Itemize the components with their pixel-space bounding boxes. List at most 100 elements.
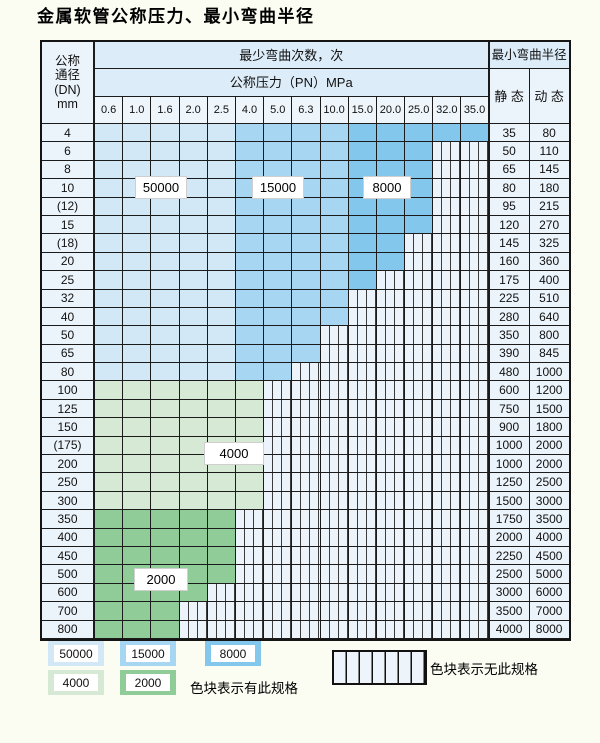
spec-unavailable-cell bbox=[348, 289, 377, 308]
dn-header-line: (DN) bbox=[54, 82, 81, 97]
spec-available-cell bbox=[123, 418, 152, 437]
legend-swatch-label: 4000 bbox=[54, 674, 98, 691]
spec-unavailable-cell bbox=[207, 620, 236, 639]
spec-available-cell bbox=[123, 234, 152, 253]
spec-unavailable-cell bbox=[461, 620, 490, 639]
spec-available-cell bbox=[123, 546, 152, 566]
spec-available-cell bbox=[320, 124, 349, 143]
dynamic-radius-cell: 3500 bbox=[529, 510, 569, 529]
spec-available-cell bbox=[235, 142, 265, 161]
spec-unavailable-cell bbox=[264, 381, 293, 400]
spec-available-cell bbox=[264, 363, 293, 382]
dn-cell: 300 bbox=[42, 491, 95, 511]
spec-available-cell bbox=[179, 307, 208, 327]
spec-available-cell bbox=[123, 344, 152, 364]
dn-cell: 200 bbox=[42, 455, 95, 474]
spec-unavailable-cell bbox=[207, 583, 236, 603]
dn-header-line: 通径 bbox=[54, 68, 80, 82]
spec-available-cell bbox=[292, 124, 321, 143]
pressure-tick: 2.5 bbox=[207, 97, 236, 124]
pressure-title: 公称压力（PN）MPa bbox=[95, 69, 490, 97]
spec-unavailable-cell bbox=[235, 546, 265, 566]
spec-unavailable-cell bbox=[292, 510, 321, 529]
spec-available-cell bbox=[207, 528, 236, 547]
static-radius-cell: 1000 bbox=[489, 455, 530, 474]
spec-available-cell bbox=[95, 528, 124, 547]
spec-available-cell bbox=[95, 436, 124, 456]
spec-unavailable-cell bbox=[292, 436, 321, 456]
dynamic-radius-cell: 5000 bbox=[529, 565, 569, 584]
spec-available-cell bbox=[348, 124, 377, 143]
spec-available-cell bbox=[123, 142, 152, 161]
dn-header-line: mm bbox=[57, 97, 78, 111]
spec-available-cell bbox=[95, 546, 124, 566]
spec-available-cell bbox=[264, 142, 293, 161]
spec-available-cell bbox=[207, 142, 236, 161]
spec-unavailable-cell bbox=[320, 418, 349, 437]
spec-unavailable-cell bbox=[320, 491, 349, 511]
legend-swatch-8000: 8000 bbox=[205, 641, 261, 666]
pressure-tick: 35.0 bbox=[461, 97, 490, 124]
spec-available-cell bbox=[179, 215, 208, 235]
cycles-label-2000: 2000 bbox=[134, 568, 188, 591]
spec-available-cell bbox=[123, 399, 152, 419]
spec-unavailable-cell bbox=[292, 565, 321, 584]
spec-available-cell bbox=[235, 344, 265, 364]
spec-unavailable-cell bbox=[264, 528, 293, 547]
spec-unavailable-cell bbox=[292, 528, 321, 547]
spec-available-cell bbox=[292, 289, 321, 308]
spec-available-cell bbox=[320, 215, 349, 235]
spec-unavailable-cell bbox=[320, 583, 349, 603]
spec-unavailable-cell bbox=[320, 344, 349, 364]
spec-unavailable-cell bbox=[461, 528, 490, 547]
spec-available-cell bbox=[95, 215, 124, 235]
spec-unavailable-cell bbox=[405, 234, 434, 253]
spec-unavailable-cell bbox=[292, 583, 321, 603]
spec-unavailable-cell bbox=[461, 197, 490, 216]
dn-cell: 400 bbox=[42, 528, 95, 547]
spec-available-cell bbox=[179, 326, 208, 345]
spec-unavailable-cell bbox=[348, 583, 377, 603]
dn-cell: 4 bbox=[42, 124, 95, 143]
spec-available-cell bbox=[207, 399, 236, 419]
spec-available-cell bbox=[235, 418, 265, 437]
spec-available-cell bbox=[151, 234, 180, 253]
spec-unavailable-cell bbox=[376, 565, 406, 584]
spec-unavailable-cell bbox=[235, 528, 265, 547]
spec-unavailable-cell bbox=[320, 528, 349, 547]
spec-unavailable-cell bbox=[405, 528, 434, 547]
static-radius-cell: 390 bbox=[489, 344, 530, 364]
spec-unavailable-cell bbox=[405, 602, 434, 621]
spec-available-cell bbox=[376, 234, 406, 253]
spec-available-cell bbox=[179, 491, 208, 511]
spec-unavailable-cell bbox=[376, 510, 406, 529]
cycles-label-8000: 8000 bbox=[363, 176, 411, 199]
spec-unavailable-cell bbox=[433, 142, 462, 161]
legend-swatch-2000: 2000 bbox=[120, 670, 176, 695]
spec-unavailable-cell bbox=[405, 289, 434, 308]
spec-available-cell bbox=[179, 399, 208, 419]
spec-available-cell bbox=[235, 491, 265, 511]
static-radius-cell: 2000 bbox=[489, 528, 530, 547]
spec-available-cell bbox=[95, 142, 124, 161]
spec-unavailable-cell bbox=[320, 436, 349, 456]
spec-unavailable-cell bbox=[433, 528, 462, 547]
spec-unavailable-cell bbox=[433, 399, 462, 419]
spec-available-cell bbox=[292, 252, 321, 272]
spec-unavailable-cell bbox=[433, 215, 462, 235]
spec-unavailable-cell bbox=[461, 215, 490, 235]
spec-unavailable-cell bbox=[433, 344, 462, 364]
spec-available-cell bbox=[235, 473, 265, 492]
spec-available-cell bbox=[235, 271, 265, 290]
spec-available-cell bbox=[292, 215, 321, 235]
spec-available-cell bbox=[151, 326, 180, 345]
spec-available-cell bbox=[405, 197, 434, 216]
static-radius-cell: 175 bbox=[489, 271, 530, 290]
spec-available-cell bbox=[151, 344, 180, 364]
static-radius-cell: 80 bbox=[489, 179, 530, 198]
spec-unavailable-cell bbox=[348, 491, 377, 511]
spec-unavailable-cell bbox=[433, 620, 462, 639]
spec-available-cell bbox=[151, 418, 180, 437]
spec-available-cell bbox=[123, 436, 152, 456]
spec-unavailable-cell bbox=[433, 381, 462, 400]
